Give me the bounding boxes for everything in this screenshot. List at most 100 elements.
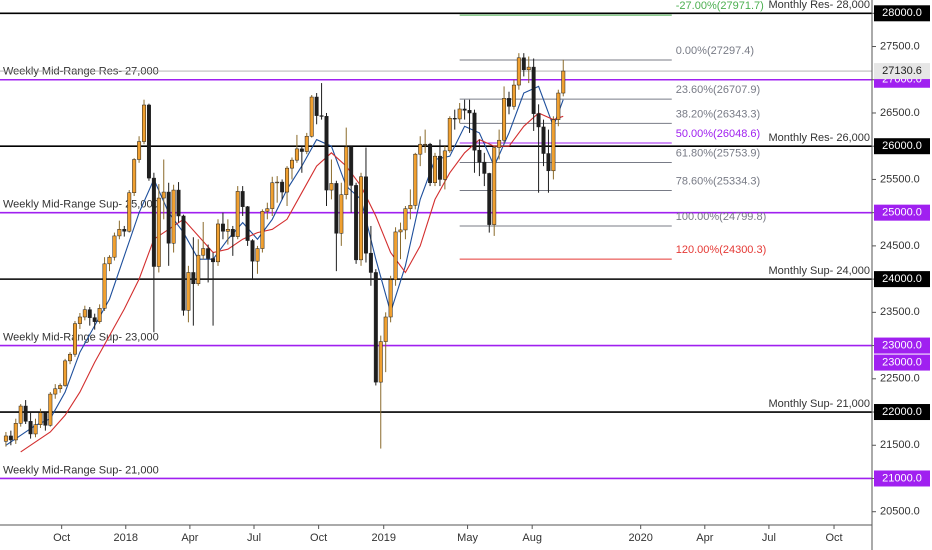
price-tag-label: 26000.0 bbox=[882, 140, 922, 152]
candle-body bbox=[211, 258, 216, 263]
candle-body bbox=[280, 181, 285, 193]
fib-label: 50.00%(26048.6) bbox=[676, 128, 760, 140]
price-tag-label: 22000.0 bbox=[882, 406, 922, 418]
candle-body bbox=[551, 119, 556, 172]
candle-body bbox=[235, 191, 240, 237]
candle-body bbox=[408, 205, 413, 209]
candle-body bbox=[161, 191, 166, 199]
price-tag bbox=[874, 337, 930, 354]
x-tick-label: Apr bbox=[181, 532, 198, 544]
candle-body bbox=[487, 173, 492, 225]
candle-body bbox=[359, 176, 364, 261]
y-tick-label: 23500.0 bbox=[880, 306, 920, 318]
candle-body bbox=[314, 96, 319, 116]
candle-body bbox=[398, 229, 403, 233]
candle-body bbox=[58, 385, 63, 390]
price-tag bbox=[874, 5, 930, 22]
x-tick-label: 2018 bbox=[114, 532, 138, 544]
candle-body bbox=[329, 183, 334, 191]
candle-body bbox=[107, 256, 112, 265]
candle-body bbox=[201, 248, 206, 256]
candle-body bbox=[497, 139, 502, 148]
fib-label: 61.80%(25753.9) bbox=[676, 147, 760, 159]
fib-label: 23.60%(26707.9) bbox=[676, 84, 760, 96]
candle-body bbox=[304, 135, 309, 152]
x-axis-bg bbox=[0, 525, 872, 550]
candle-body bbox=[556, 92, 561, 120]
level-label: Weekly Mid-Range Res- 27,000 bbox=[3, 66, 159, 78]
price-tag-label: 21000.0 bbox=[882, 472, 922, 484]
candle-body bbox=[102, 263, 107, 309]
candle-body bbox=[467, 110, 472, 114]
candle-body bbox=[428, 143, 433, 184]
price-tag bbox=[874, 404, 930, 421]
candle-body bbox=[3, 435, 8, 442]
candle-body bbox=[216, 223, 220, 263]
y-tick-label: 24500.0 bbox=[880, 240, 920, 252]
candle-body bbox=[541, 126, 546, 154]
candle-body bbox=[561, 70, 566, 94]
candle-body bbox=[472, 112, 477, 151]
candle-body bbox=[191, 272, 196, 285]
candle-body bbox=[176, 189, 181, 217]
candle-body bbox=[526, 66, 531, 71]
candle-body bbox=[442, 150, 447, 180]
candle-body bbox=[132, 159, 137, 193]
candle-body bbox=[171, 189, 176, 244]
candle-body bbox=[181, 215, 186, 311]
candle-body bbox=[137, 141, 142, 160]
candle-body bbox=[28, 421, 33, 435]
candle-body bbox=[225, 229, 230, 232]
y-tick-label: 26500.0 bbox=[880, 107, 920, 119]
x-tick-label: 2019 bbox=[371, 532, 395, 544]
candle-body bbox=[18, 405, 23, 424]
candle-body bbox=[82, 309, 87, 318]
candle-body bbox=[334, 183, 339, 234]
candle-body bbox=[87, 309, 92, 318]
candle-body bbox=[299, 148, 304, 152]
y-tick-label: 27500.0 bbox=[880, 40, 920, 52]
price-tag bbox=[874, 470, 930, 487]
candle-body bbox=[546, 153, 551, 172]
candle-body bbox=[127, 192, 132, 232]
price-tag bbox=[874, 63, 930, 80]
candle-body bbox=[112, 235, 117, 258]
candle-body bbox=[92, 317, 97, 322]
candle-body bbox=[418, 143, 423, 155]
candle-body bbox=[43, 412, 48, 426]
candle-body bbox=[77, 316, 82, 324]
x-tick-label: Oct bbox=[310, 532, 327, 544]
price-tag-label: 28000.0 bbox=[882, 7, 922, 19]
candle-body bbox=[388, 279, 393, 318]
candle-body bbox=[48, 393, 53, 426]
candle-body bbox=[72, 323, 77, 355]
candle-body bbox=[482, 161, 487, 174]
x-tick-label: May bbox=[457, 532, 478, 544]
fib-label: 78.60%(25334.3) bbox=[676, 175, 760, 187]
fib-label: 38.20%(26343.3) bbox=[676, 108, 760, 120]
fib-label: 0.00%(27297.4) bbox=[676, 45, 754, 57]
candle-body bbox=[260, 211, 265, 249]
candle-body bbox=[452, 118, 457, 120]
candle-body bbox=[531, 66, 536, 114]
candle-body bbox=[324, 116, 329, 191]
candle-body bbox=[413, 153, 418, 206]
candle-body bbox=[393, 231, 398, 281]
candle-body bbox=[245, 206, 250, 241]
x-tick-label: Oct bbox=[53, 532, 70, 544]
fib-label: 100.00%(24799.8) bbox=[676, 211, 767, 223]
candle-body bbox=[97, 308, 102, 322]
y-tick-label: 25500.0 bbox=[880, 173, 920, 185]
candle-body bbox=[38, 412, 43, 425]
candle-body bbox=[536, 113, 541, 128]
candle-body bbox=[230, 229, 235, 237]
candle-body bbox=[23, 405, 28, 422]
candle-body bbox=[33, 424, 38, 435]
level-label: Monthly Res- 28,000 bbox=[769, 0, 871, 11]
candle-body bbox=[368, 252, 373, 273]
candle-body bbox=[477, 149, 482, 163]
level-label: Monthly Sup- 21,000 bbox=[768, 398, 870, 410]
candle-body bbox=[344, 146, 349, 195]
candle-body bbox=[13, 423, 18, 441]
